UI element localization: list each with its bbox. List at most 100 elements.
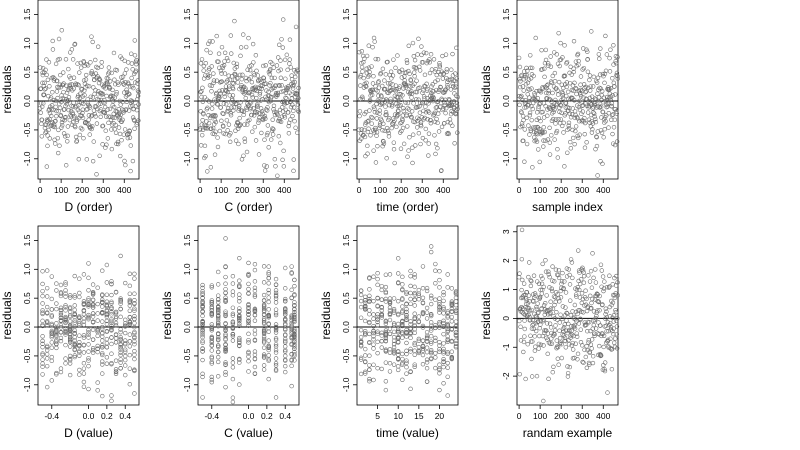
data-point — [377, 108, 382, 113]
data-point — [526, 98, 531, 104]
data-point — [371, 74, 376, 79]
data-point — [598, 46, 603, 51]
data-point — [252, 285, 258, 290]
data-point — [416, 336, 422, 342]
data-point — [237, 306, 242, 311]
data-point — [528, 53, 533, 58]
data-point — [525, 80, 531, 85]
data-point — [50, 75, 56, 80]
data-point — [609, 112, 615, 118]
data-point — [441, 331, 446, 337]
data-point — [572, 141, 577, 147]
data-point — [246, 309, 251, 314]
data-point — [608, 336, 613, 341]
data-point — [587, 73, 593, 78]
data-point — [269, 87, 274, 92]
data-point — [384, 125, 390, 131]
data-point — [428, 118, 433, 123]
data-point — [400, 377, 405, 383]
data-point — [438, 72, 443, 77]
data-point — [127, 129, 132, 134]
data-point — [358, 315, 364, 320]
data-point — [408, 268, 413, 274]
data-point — [216, 304, 221, 310]
data-point — [40, 361, 45, 366]
data-point — [200, 346, 205, 352]
data-point — [527, 113, 533, 118]
data-point — [90, 302, 96, 307]
data-point — [375, 350, 380, 356]
data-point — [387, 272, 393, 277]
data-point — [40, 301, 45, 306]
data-point — [127, 283, 133, 289]
data-point — [537, 88, 543, 94]
data-point — [209, 361, 214, 366]
data-point — [223, 327, 228, 332]
x-tick-label: -0.4 — [44, 411, 59, 421]
data-point — [420, 90, 425, 95]
data-point — [100, 343, 105, 348]
data-point — [237, 321, 242, 326]
data-point — [541, 343, 546, 348]
data-point — [52, 119, 58, 124]
data-point — [400, 330, 405, 335]
data-point — [261, 363, 267, 368]
data-point — [271, 127, 276, 132]
data-point — [118, 352, 123, 358]
data-point — [246, 337, 251, 343]
data-point — [414, 125, 420, 130]
data-point — [615, 76, 620, 81]
data-point — [49, 378, 54, 383]
data-point — [123, 317, 128, 323]
data-point — [367, 296, 372, 302]
data-point — [257, 92, 263, 97]
data-point — [408, 273, 413, 279]
data-point — [549, 288, 555, 294]
data-point — [104, 262, 110, 268]
data-point — [122, 58, 127, 64]
data-point — [398, 146, 404, 151]
y-tick-label: 0.0 — [22, 95, 32, 107]
data-point — [589, 305, 594, 311]
data-point — [127, 308, 133, 313]
data-point — [372, 39, 377, 44]
data-point — [112, 77, 117, 82]
data-point — [399, 67, 405, 73]
data-point — [223, 274, 228, 280]
data-point — [246, 349, 251, 355]
data-point — [127, 366, 133, 371]
data-point — [551, 364, 556, 369]
data-point — [610, 93, 615, 98]
data-point — [558, 312, 563, 317]
data-point — [100, 268, 105, 273]
data-point — [290, 80, 296, 85]
data-point — [109, 398, 114, 404]
data-point — [519, 93, 524, 99]
data-point — [268, 80, 273, 86]
data-point — [445, 85, 450, 90]
data-point — [72, 41, 78, 47]
data-point — [530, 317, 535, 322]
data-point — [614, 109, 619, 114]
data-point — [560, 270, 565, 276]
data-point — [273, 330, 279, 335]
data-point — [520, 295, 526, 301]
data-point — [266, 295, 271, 300]
data-point — [86, 302, 91, 308]
data-point — [215, 135, 220, 140]
data-point — [67, 339, 73, 345]
data-point — [367, 353, 372, 358]
data-point — [44, 72, 49, 77]
data-point — [49, 323, 54, 328]
data-point — [109, 393, 114, 398]
data-point — [429, 301, 434, 307]
y-tick-label: 2 — [501, 258, 511, 263]
data-point — [206, 41, 211, 46]
data-point — [90, 158, 96, 164]
data-point — [118, 357, 123, 362]
data-point — [67, 372, 73, 378]
data-point — [453, 308, 459, 313]
data-point — [230, 313, 236, 318]
data-point — [529, 117, 534, 123]
